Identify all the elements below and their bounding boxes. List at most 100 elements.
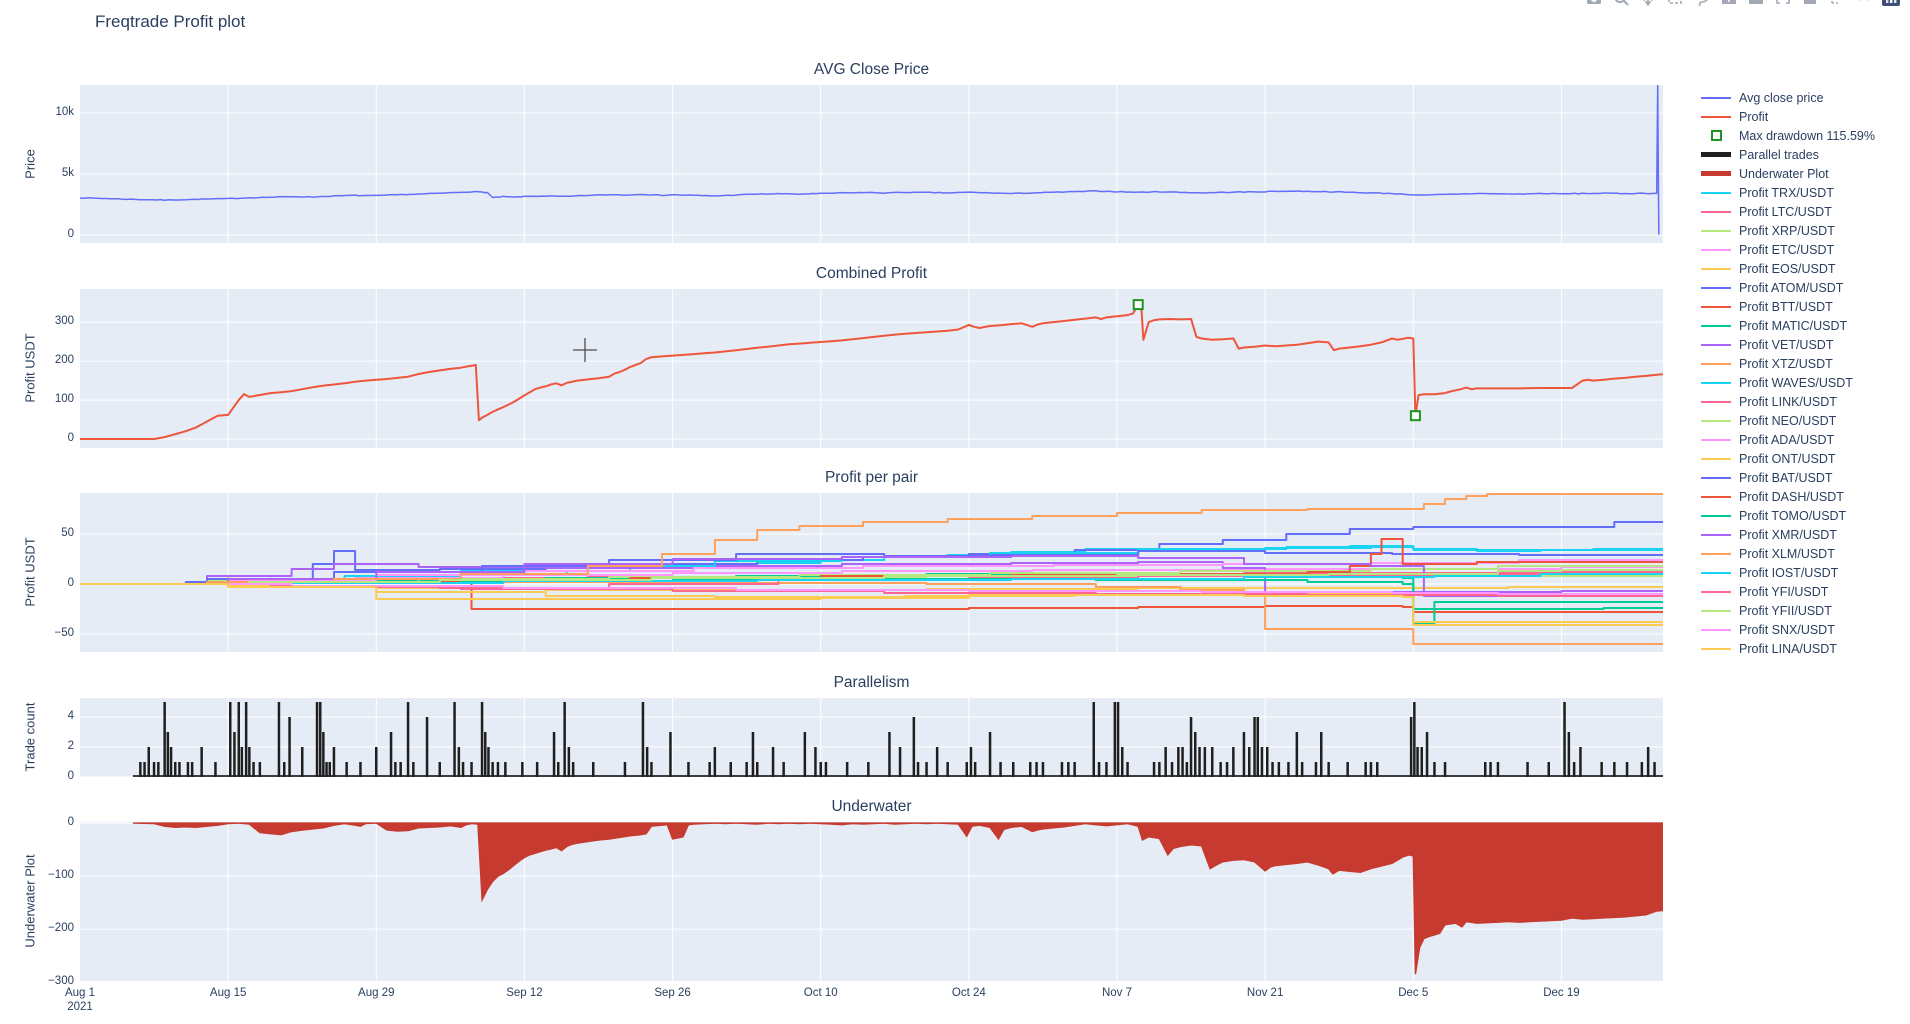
legend-item-profit-xtz-usdt[interactable]: Profit XTZ/USDT [1701,354,1875,373]
trade-count-bar [1113,702,1117,777]
legend-item-profit[interactable]: Profit [1701,107,1875,126]
legend-line-swatch [1701,495,1731,498]
legend-label: Profit LINK/USDT [1739,394,1837,409]
trade-count-bar [1242,732,1246,777]
trade-count-bar [389,732,393,777]
trade-count-bar [898,747,902,777]
legend-item-profit-ont-usdt[interactable]: Profit ONT/USDT [1701,449,1875,468]
trade-count-bar [1035,762,1038,777]
legend-item-profit-lina-usdt[interactable]: Profit LINA/USDT [1701,639,1875,658]
zoom-in-icon[interactable] [1720,0,1738,12]
camera-icon[interactable] [1585,0,1603,12]
trade-count-bar [1185,762,1189,777]
zoom-out-icon[interactable] [1747,0,1765,12]
plotly-logo[interactable] [1882,0,1900,12]
series-profit-lina-usdt [80,583,1663,623]
legend-item-profit-vet-usdt[interactable]: Profit VET/USDT [1701,335,1875,354]
trade-count-bar [1547,762,1550,777]
plot-area-avg-close-price[interactable] [80,85,1663,243]
legend-item-underwater-plot[interactable]: Underwater Plot [1701,164,1875,183]
legend-item-profit-waves-usdt[interactable]: Profit WAVES/USDT [1701,373,1875,392]
trade-count-bar [965,762,968,777]
trade-count-bar [258,762,262,777]
legend-label: Profit SNX/USDT [1739,622,1835,637]
legend-item-profit-xrp-usdt[interactable]: Profit XRP/USDT [1701,221,1875,240]
trade-count-bar [332,747,336,777]
trade-count-bar [1225,762,1229,777]
trade-count-bar [824,762,828,777]
trade-count-bar [1567,732,1571,777]
trade-count-bar [1320,732,1323,777]
legend-item-profit-xlm-usdt[interactable]: Profit XLM/USDT [1701,544,1875,563]
y-tick-label: 0 [67,816,74,829]
trade-count-bar [166,732,170,777]
legend-item-profit-yfii-usdt[interactable]: Profit YFII/USDT [1701,601,1875,620]
legend-item-profit-snx-usdt[interactable]: Profit SNX/USDT [1701,620,1875,639]
plot-area-underwater[interactable] [80,822,1663,981]
trade-count-bar [1256,717,1259,777]
trade-count-bar [200,747,203,777]
spike-lines-icon[interactable] [1828,0,1846,12]
lasso-select-icon[interactable] [1693,0,1711,12]
legend-item-profit-matic-usdt[interactable]: Profit MATIC/USDT [1701,316,1875,335]
trade-count-bar [1211,747,1214,777]
trade-count-bar [1092,702,1095,777]
trade-count-bar [745,762,748,777]
plot-area-combined-profit[interactable] [80,289,1663,448]
legend-label: Profit XLM/USDT [1739,546,1835,561]
zoom-icon[interactable] [1612,0,1630,12]
trade-count-bar [729,762,732,777]
legend-label: Profit EOS/USDT [1739,261,1836,276]
legend-item-profit-link-usdt[interactable]: Profit LINK/USDT [1701,392,1875,411]
legend-line-swatch [1701,324,1731,327]
legend-item-avg-close-price[interactable]: Avg close price [1701,88,1875,107]
trade-count-bar [359,762,362,777]
trade-count-bar [999,762,1002,777]
legend-item-profit-eos-usdt[interactable]: Profit EOS/USDT [1701,259,1875,278]
x-tick-label: Aug 15 [209,987,247,999]
hover-compare-icon[interactable] [1855,0,1873,12]
trade-count-bar [1158,762,1161,777]
pan-icon[interactable] [1639,0,1657,12]
trade-count-bar [1097,762,1101,777]
legend-item-profit-ada-usdt[interactable]: Profit ADA/USDT [1701,430,1875,449]
legend-item-profit-dash-usdt[interactable]: Profit DASH/USDT [1701,487,1875,506]
legend-item-profit-btt-usdt[interactable]: Profit BTT/USDT [1701,297,1875,316]
legend-item-profit-neo-usdt[interactable]: Profit NEO/USDT [1701,411,1875,430]
plot-area-profit-per-pair[interactable] [80,493,1663,652]
legend: Avg close price Profit Max drawdown 115.59… [1701,88,1875,658]
trade-count-bar [1420,747,1423,777]
legend-line-swatch [1701,267,1731,270]
legend-item-profit-etc-usdt[interactable]: Profit ETC/USDT [1701,240,1875,259]
legend-item-profit-xmr-usdt[interactable]: Profit XMR/USDT [1701,525,1875,544]
trade-count-bar [969,747,973,777]
autoscale-icon[interactable] [1774,0,1792,12]
box-select-icon[interactable] [1666,0,1684,12]
legend-item-profit-bat-usdt[interactable]: Profit BAT/USDT [1701,468,1875,487]
legend-item-profit-yfi-usdt[interactable]: Profit YFI/USDT [1701,582,1875,601]
plot-area-parallelism[interactable] [80,698,1663,777]
trade-count-bar [288,717,291,777]
legend-item-profit-iost-usdt[interactable]: Profit IOST/USDT [1701,563,1875,582]
legend-item-profit-ltc-usdt[interactable]: Profit LTC/USDT [1701,202,1875,221]
reset-axes-icon[interactable] [1801,0,1819,12]
trade-count-bar [178,762,181,777]
legend-line-swatch [1701,229,1731,232]
legend-item-profit-trx-usdt[interactable]: Profit TRX/USDT [1701,183,1875,202]
trade-count-bar [521,762,524,777]
legend-item-max-drawdown-115-59-[interactable]: Max drawdown 115.59% [1701,126,1875,145]
legend-item-profit-tomo-usdt[interactable]: Profit TOMO/USDT [1701,506,1875,525]
max-drawdown-marker [1409,410,1421,422]
legend-bar-swatch [1701,171,1731,176]
trade-count-bar [535,762,539,777]
legend-label: Profit [1739,109,1769,124]
legend-item-profit-atom-usdt[interactable]: Profit ATOM/USDT [1701,278,1875,297]
legend-line-swatch [1701,305,1731,308]
trade-count-bar [1646,747,1650,777]
trade-count-bar [1600,762,1603,777]
legend-item-parallel-trades[interactable]: Parallel trades [1701,145,1875,164]
trade-count-bar [912,717,916,777]
legend-label: Profit ADA/USDT [1739,432,1835,447]
trade-count-bar [438,762,441,777]
trade-count-bar [237,702,240,777]
